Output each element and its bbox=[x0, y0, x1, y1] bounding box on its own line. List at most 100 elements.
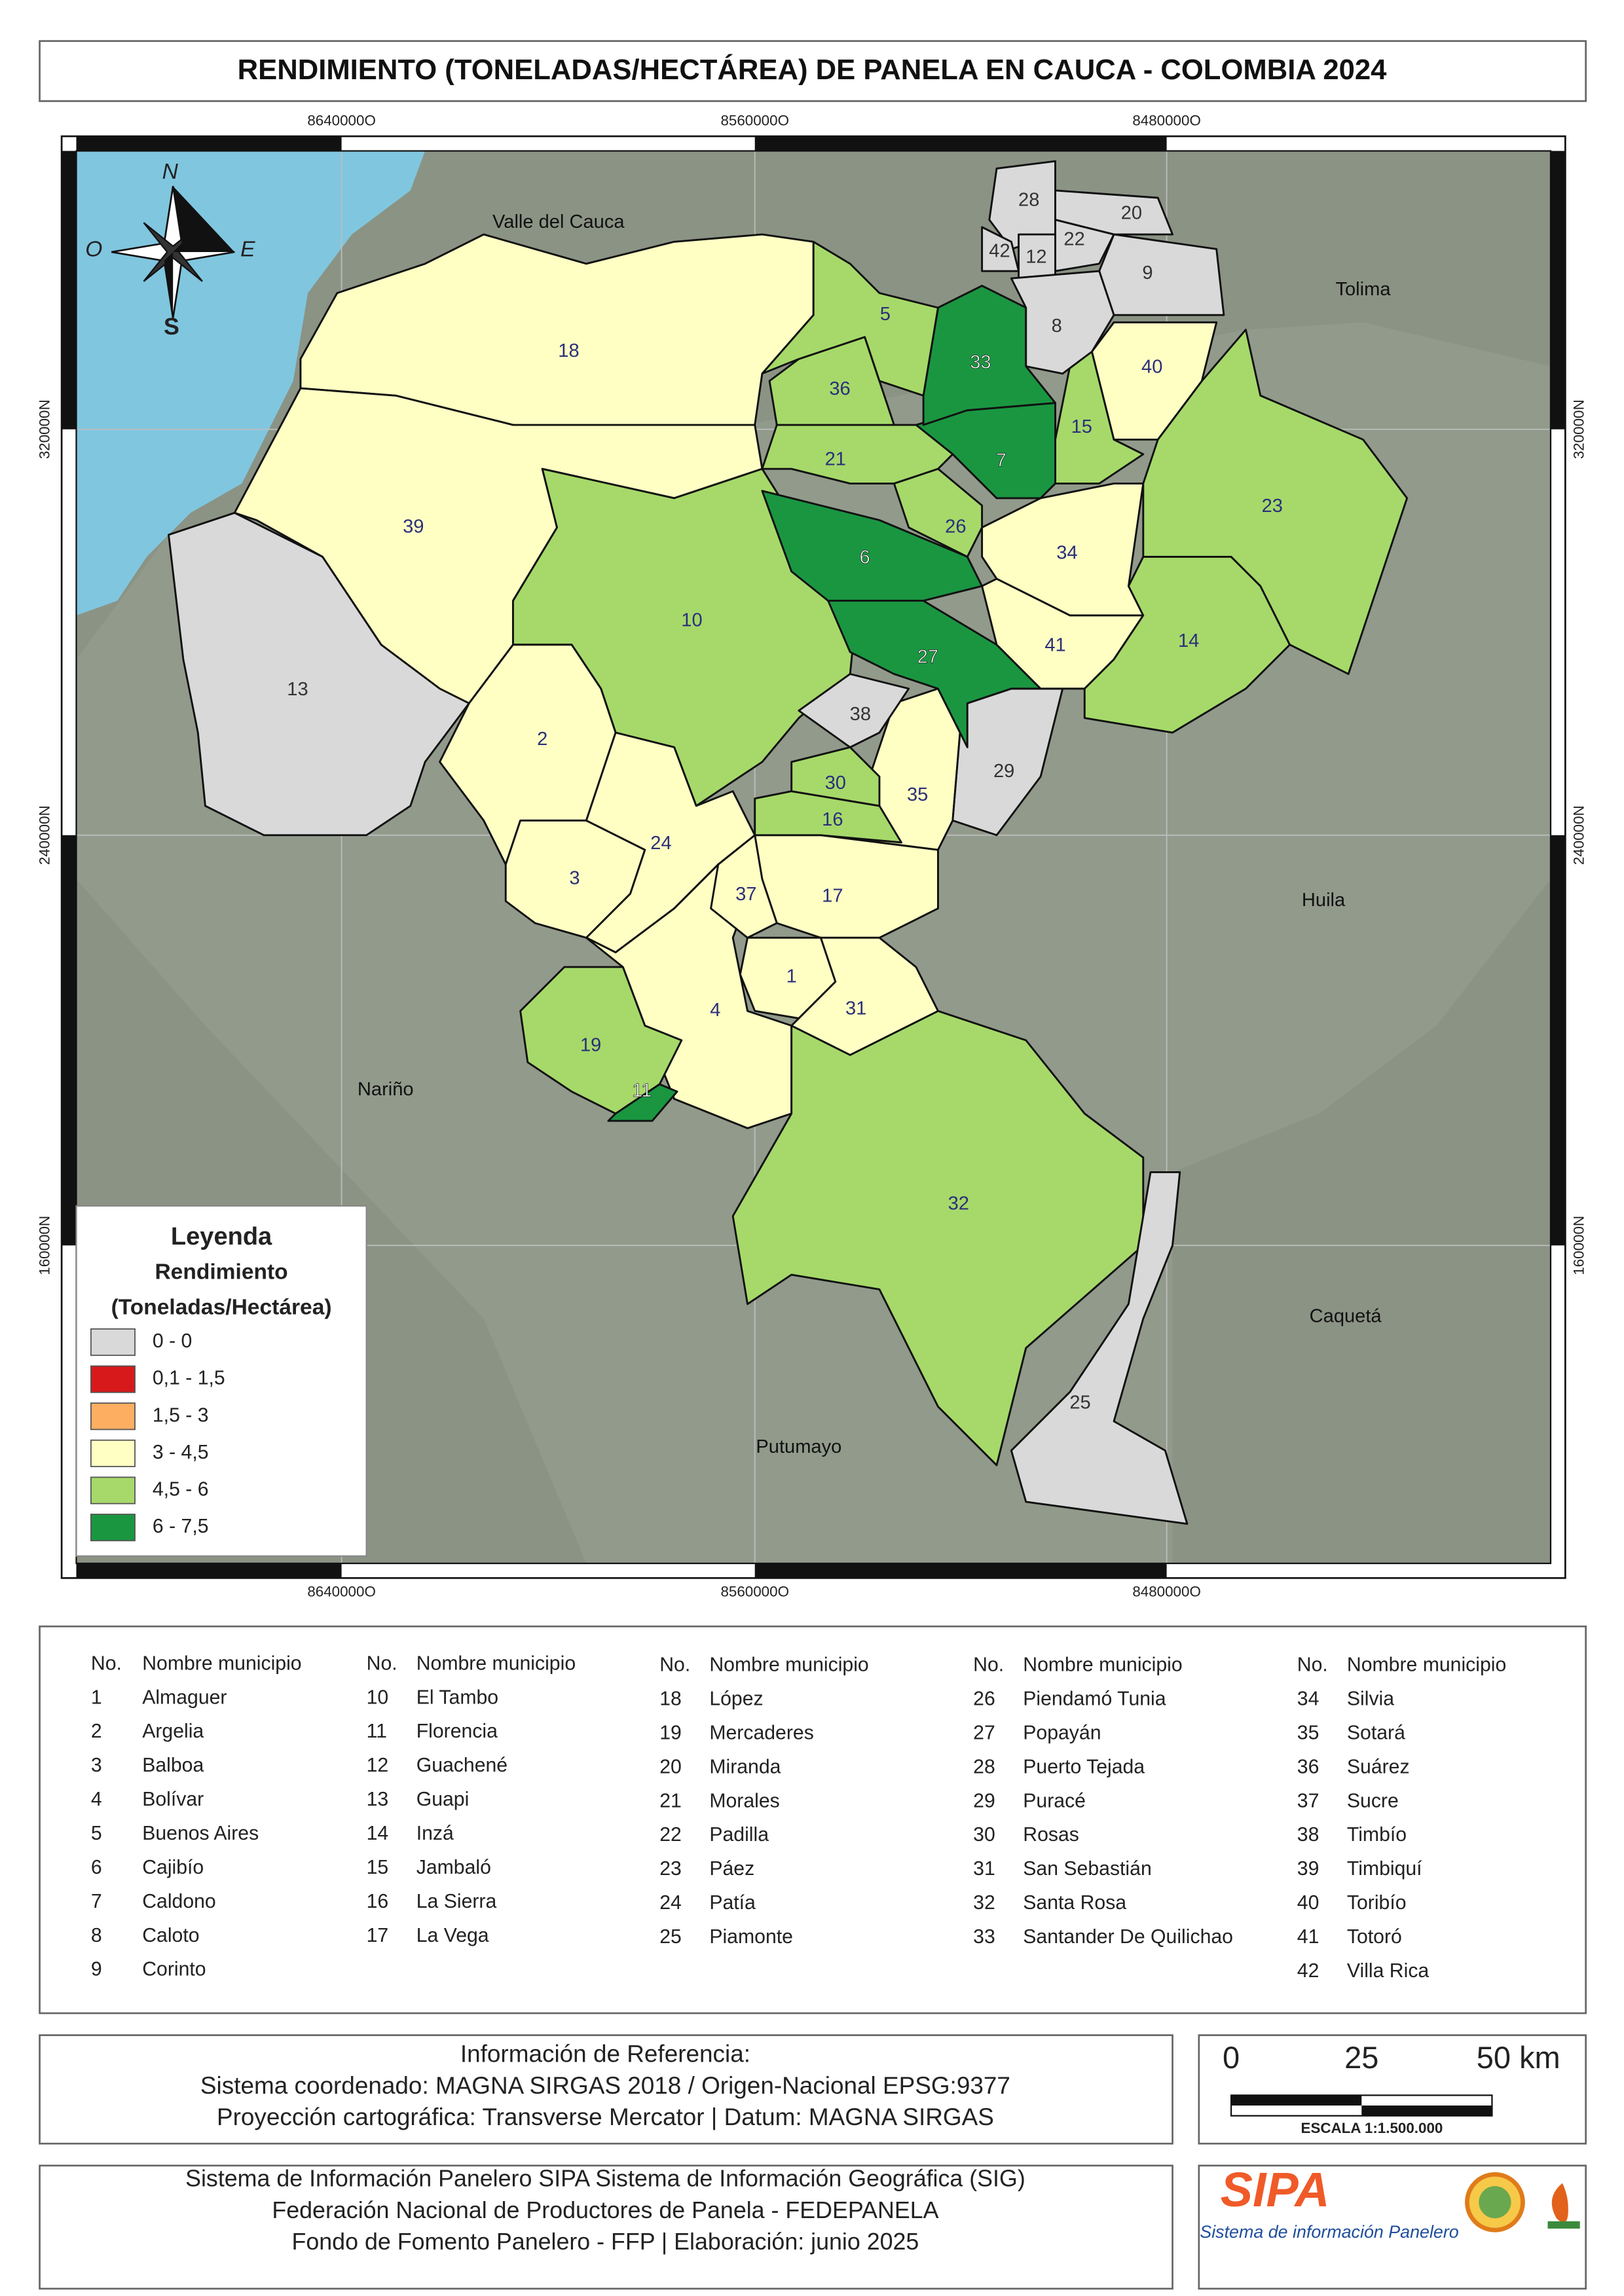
table-cell: López bbox=[709, 1688, 763, 1710]
y-coordinate-label: 320000N bbox=[1571, 399, 1587, 459]
municipality-label: 30 bbox=[825, 773, 846, 793]
table-cell: San Sebastián bbox=[1023, 1858, 1151, 1880]
table-cell: 23 bbox=[659, 1858, 682, 1880]
fedepanela-logo bbox=[1479, 2186, 1511, 2219]
municipality-label: 28 bbox=[1018, 189, 1039, 210]
frame-bar bbox=[754, 136, 1167, 151]
table-cell: 11 bbox=[367, 1721, 387, 1742]
table-cell: 18 bbox=[659, 1688, 682, 1710]
table-cell: Puracé bbox=[1023, 1790, 1086, 1812]
table-header: No. bbox=[91, 1652, 122, 1674]
table-cell: 32 bbox=[973, 1892, 995, 1914]
legend-label: 3 - 4,5 bbox=[153, 1442, 209, 1463]
table-header: No. bbox=[367, 1652, 397, 1674]
table-cell: Morales bbox=[709, 1790, 779, 1812]
legend-label: 6 - 7,5 bbox=[153, 1516, 209, 1537]
municipality-label: 7 bbox=[996, 450, 1006, 471]
table-cell: Santander De Quilichao bbox=[1023, 1926, 1233, 1948]
table-cell: 39 bbox=[1297, 1858, 1320, 1880]
title-box bbox=[39, 40, 1587, 102]
reference-text: Proyección cartográfica: Transverse Merc… bbox=[217, 2104, 994, 2130]
table-cell: 19 bbox=[659, 1722, 682, 1743]
municipality-label: 16 bbox=[822, 809, 843, 830]
municipality-label: 24 bbox=[650, 833, 671, 854]
table-cell: 15 bbox=[367, 1857, 389, 1878]
x-coordinate-label: 8480000O bbox=[1132, 1584, 1201, 1600]
municipality-label: 13 bbox=[287, 679, 308, 700]
municipality-label: 27 bbox=[917, 647, 938, 668]
department-label: Nariño bbox=[358, 1079, 414, 1100]
table-cell: Piamonte bbox=[709, 1926, 793, 1948]
x-coordinate-label: 8640000O bbox=[307, 1584, 376, 1600]
table-cell: Páez bbox=[709, 1858, 754, 1880]
municipality-label: 18 bbox=[558, 340, 579, 361]
table-cell: Florencia bbox=[416, 1721, 498, 1742]
table-cell: Toribío bbox=[1347, 1892, 1407, 1914]
municipality bbox=[1054, 189, 1174, 236]
table-cell: Buenos Aires bbox=[142, 1823, 259, 1844]
table-cell: 34 bbox=[1297, 1688, 1320, 1710]
municipality-label: 1 bbox=[786, 966, 797, 987]
table-cell: 16 bbox=[367, 1891, 389, 1912]
table-cell: 21 bbox=[659, 1790, 682, 1812]
department-label: Valle del Cauca bbox=[492, 211, 625, 232]
municipality bbox=[761, 240, 939, 397]
municipality-label: 33 bbox=[970, 352, 991, 373]
ocean bbox=[76, 151, 426, 615]
scale-bar bbox=[1361, 2105, 1492, 2116]
municipality-label: 38 bbox=[850, 704, 871, 725]
municipality-label: 29 bbox=[993, 761, 1014, 782]
footer-text: Sistema de Información Panelero SIPA Sis… bbox=[185, 2166, 1025, 2192]
table-cell: Villa Rica bbox=[1347, 1960, 1430, 1982]
compass-star bbox=[111, 186, 235, 318]
municipality-label: 22 bbox=[1063, 229, 1084, 250]
table-cell: Suárez bbox=[1347, 1756, 1410, 1777]
table-cell: Sotará bbox=[1347, 1722, 1405, 1743]
footer-text: Federación Nacional de Productores de Pa… bbox=[272, 2197, 938, 2223]
municipality-label: 14 bbox=[1178, 630, 1199, 651]
municipality-label: 34 bbox=[1056, 543, 1077, 564]
municipality-label: 35 bbox=[907, 784, 928, 805]
table-cell: 3 bbox=[91, 1755, 102, 1776]
municipality bbox=[754, 834, 939, 939]
scale-label: 0 bbox=[1223, 2040, 1240, 2075]
table-cell: Caloto bbox=[142, 1925, 199, 1946]
table-cell: Miranda bbox=[709, 1756, 781, 1777]
municipality-label: 32 bbox=[948, 1193, 969, 1214]
department-label: Huila bbox=[1302, 890, 1346, 911]
legend-subtitle: Rendimiento bbox=[155, 1260, 287, 1285]
table-header: Nombre municipio bbox=[416, 1652, 576, 1674]
table-cell: 27 bbox=[973, 1722, 995, 1743]
reference-text: Información de Referencia: bbox=[460, 2041, 750, 2068]
frame-bar bbox=[62, 151, 77, 429]
legend-title: Leyenda bbox=[171, 1223, 272, 1250]
table-cell: 25 bbox=[659, 1926, 682, 1948]
municipality bbox=[827, 600, 1042, 748]
table-cell: 20 bbox=[659, 1756, 682, 1777]
table-cell: 31 bbox=[973, 1858, 995, 1880]
ffp-logo bbox=[1547, 2221, 1580, 2229]
table-cell: 4 bbox=[91, 1789, 102, 1810]
table-cell: Mercaderes bbox=[709, 1722, 813, 1743]
table-cell: 12 bbox=[367, 1755, 389, 1776]
table-header: No. bbox=[973, 1654, 1004, 1676]
table-cell: 42 bbox=[1297, 1960, 1320, 1982]
y-coordinate-label: 240000N bbox=[1571, 805, 1587, 865]
table-cell: 33 bbox=[973, 1926, 995, 1948]
municipality-label: 40 bbox=[1141, 356, 1162, 377]
x-coordinate-label: 8480000O bbox=[1132, 113, 1201, 129]
reference-text: Sistema coordenado: MAGNA SIRGAS 2018 / … bbox=[200, 2072, 1010, 2099]
legend-unit: (Toneladas/Hectárea) bbox=[111, 1295, 332, 1319]
table-cell: 5 bbox=[91, 1823, 102, 1844]
municipality-label: 8 bbox=[1052, 316, 1062, 337]
x-coordinate-label: 8560000O bbox=[720, 113, 789, 129]
table-cell: Sucre bbox=[1347, 1790, 1399, 1812]
y-coordinate-label: 160000N bbox=[1571, 1216, 1587, 1275]
table-cell: 37 bbox=[1297, 1790, 1320, 1812]
frame-bar bbox=[76, 1563, 342, 1578]
table-cell: Guachené bbox=[416, 1755, 507, 1776]
municipality bbox=[798, 673, 910, 748]
